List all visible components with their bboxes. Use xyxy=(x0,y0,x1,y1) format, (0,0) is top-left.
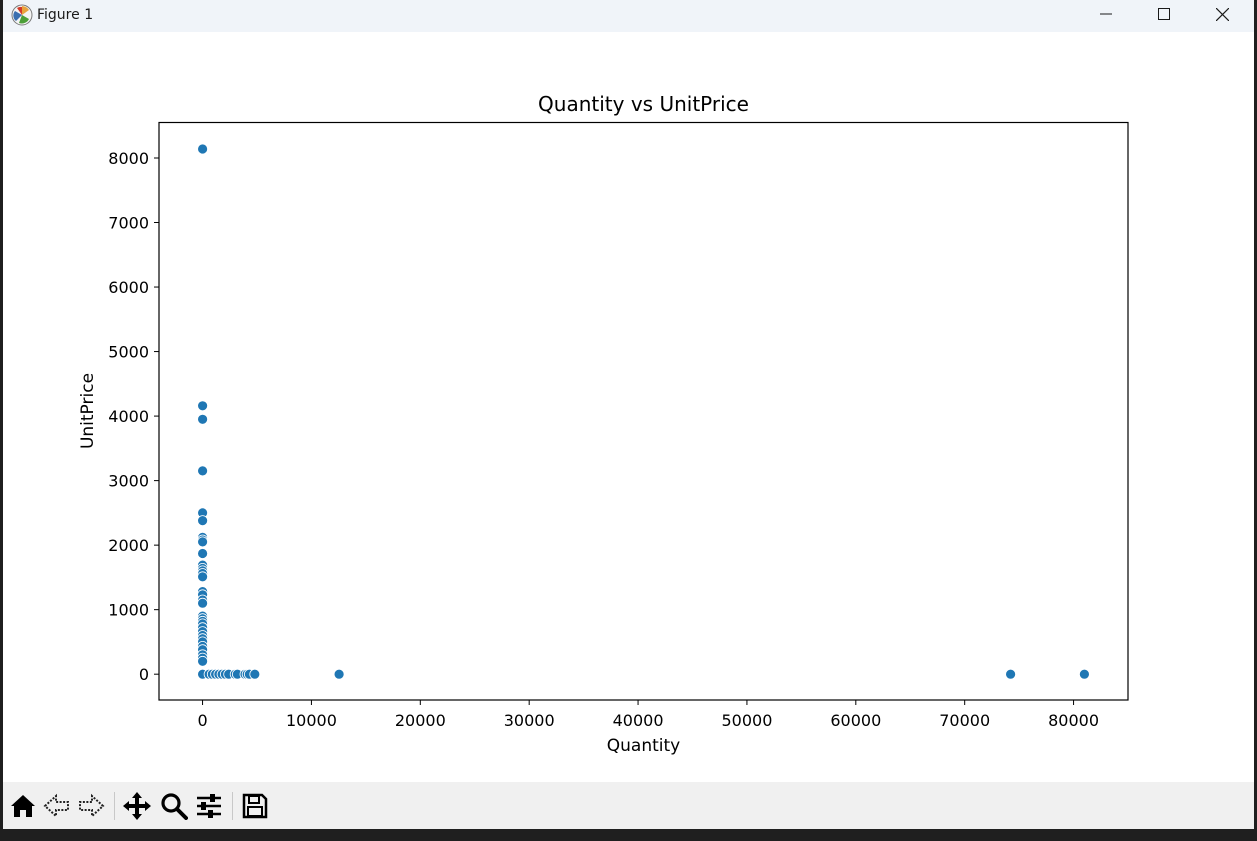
plot-area-frame xyxy=(158,121,1129,701)
save-button[interactable] xyxy=(239,790,271,822)
save-icon xyxy=(242,793,268,819)
zoom-icon xyxy=(161,793,188,820)
x-axis-ticks: 0 10000 20000 30000 40000 50000 60000 70000 8000… xyxy=(197,700,1099,730)
data-point xyxy=(1005,668,1016,680)
close-button[interactable] xyxy=(1193,0,1251,28)
y-axis-ticks: 0 1000 2000 3000 4000 5000 6000 7000 8000 xyxy=(108,149,159,684)
data-point xyxy=(197,548,209,559)
close-icon xyxy=(1215,7,1229,21)
y-tick-label: 6000 xyxy=(108,278,149,297)
data-point xyxy=(197,400,209,412)
pan-button[interactable] xyxy=(121,790,153,822)
y-tick-label: 5000 xyxy=(108,343,149,362)
zoom-button[interactable] xyxy=(158,790,190,822)
home-icon xyxy=(11,795,35,817)
maximize-icon xyxy=(1158,8,1170,20)
pan-icon xyxy=(123,792,151,820)
y-tick-label: 7000 xyxy=(108,214,149,233)
x-tick-label: 20000 xyxy=(395,711,446,730)
data-point xyxy=(197,536,209,548)
home-button[interactable] xyxy=(7,790,39,822)
x-tick-label: 0 xyxy=(197,711,207,730)
y-tick-label: 1000 xyxy=(108,601,149,620)
data-point xyxy=(1079,668,1090,680)
toolbar-separator xyxy=(232,792,233,820)
data-point xyxy=(249,668,261,680)
matplotlib-app-icon xyxy=(11,4,33,26)
data-point xyxy=(197,597,209,609)
x-tick-label: 50000 xyxy=(721,711,772,730)
data-point xyxy=(197,515,209,526)
y-tick-label: 4000 xyxy=(108,407,149,426)
y-tick-label: 8000 xyxy=(108,149,149,168)
forward-button[interactable] xyxy=(75,790,107,822)
x-axis-label: Quantity xyxy=(607,736,680,756)
y-axis-label: UnitPrice xyxy=(78,373,98,449)
title-bar[interactable]: Figure 1 xyxy=(3,0,1254,32)
navigation-toolbar xyxy=(3,782,1254,829)
minimize-icon xyxy=(1100,13,1112,15)
x-tick-label: 80000 xyxy=(1048,711,1099,730)
data-point xyxy=(333,668,345,680)
minimize-button[interactable] xyxy=(1077,0,1135,28)
x-tick-label: 10000 xyxy=(286,711,337,730)
forward-icon xyxy=(79,793,105,819)
figure-window: Figure 1 Quantity vs UnitPrice 0 10000 200… xyxy=(3,0,1254,829)
back-button[interactable] xyxy=(41,790,73,822)
data-points xyxy=(197,143,1090,680)
scatter-chart: Quantity vs UnitPrice 0 10000 20000 30000 40… xyxy=(78,92,1129,756)
chart-title: Quantity vs UnitPrice xyxy=(538,92,749,116)
data-point xyxy=(197,571,209,583)
data-point xyxy=(197,655,209,667)
data-point xyxy=(197,465,209,477)
window-title: Figure 1 xyxy=(37,7,94,23)
data-point xyxy=(197,143,209,155)
y-tick-label: 2000 xyxy=(108,536,149,555)
x-tick-label: 70000 xyxy=(939,711,990,730)
x-tick-label: 30000 xyxy=(504,711,555,730)
configure-subplots-icon xyxy=(197,794,221,818)
back-icon xyxy=(43,793,69,819)
x-tick-label: 40000 xyxy=(613,711,664,730)
maximize-button[interactable] xyxy=(1135,0,1193,28)
toolbar-separator xyxy=(114,792,115,820)
y-tick-label: 3000 xyxy=(108,472,149,491)
x-tick-label: 60000 xyxy=(830,711,881,730)
y-tick-label: 0 xyxy=(139,665,149,684)
figure-canvas[interactable]: Quantity vs UnitPrice 0 10000 20000 30000 40… xyxy=(3,32,1254,782)
data-point xyxy=(197,413,209,425)
configure-subplots-button[interactable] xyxy=(193,790,225,822)
